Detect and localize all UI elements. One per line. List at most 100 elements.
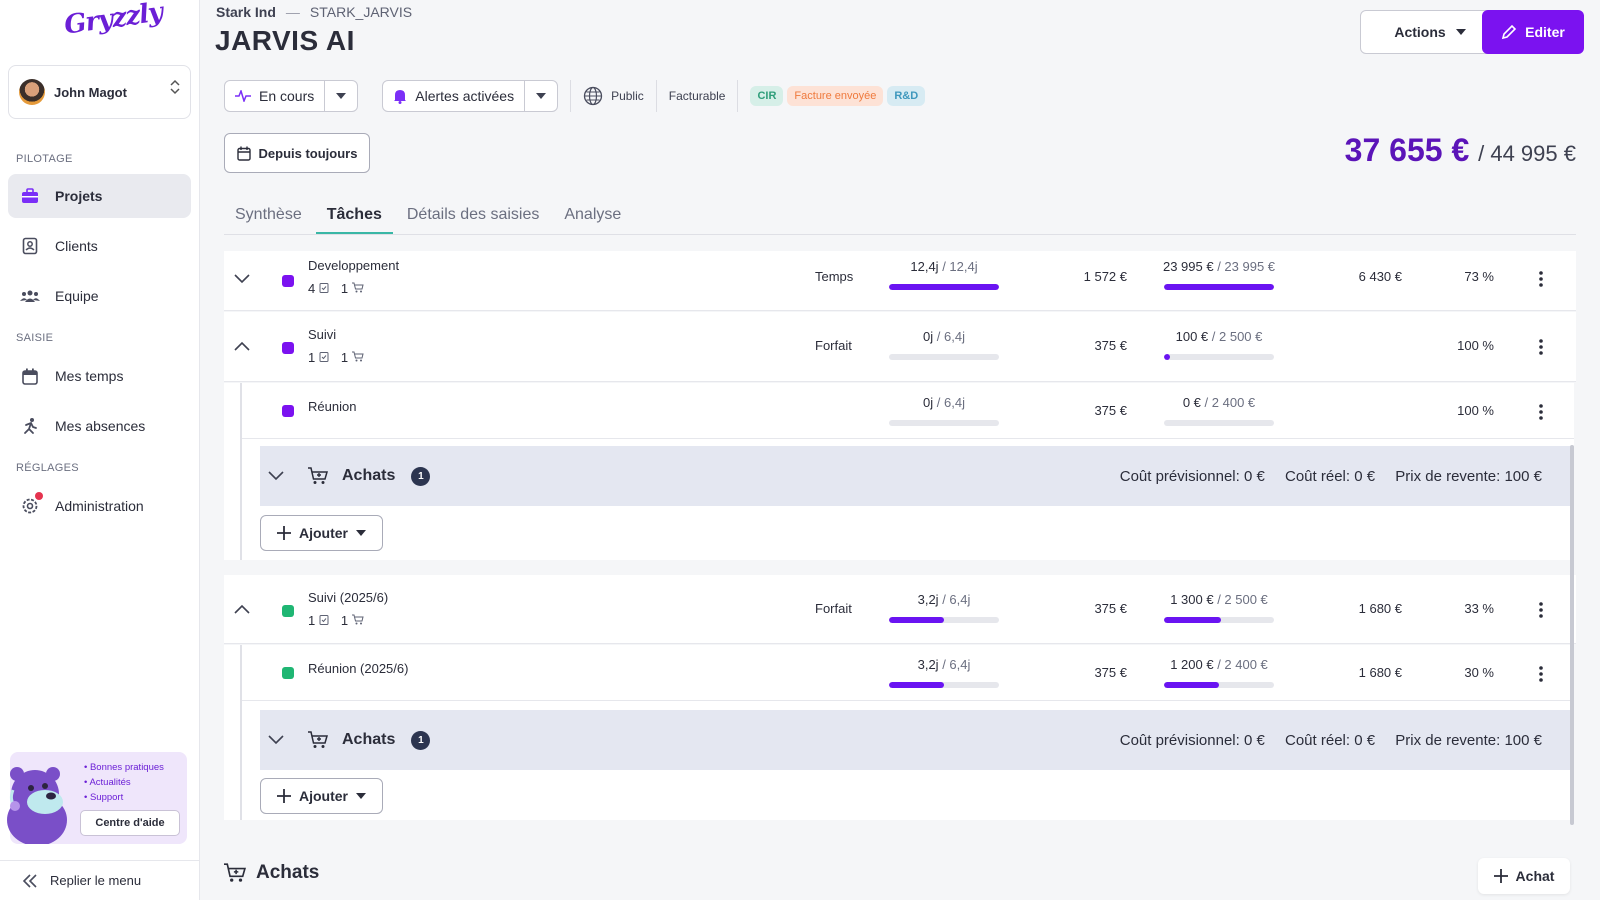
add-purchase-button[interactable]: Ajouter	[260, 778, 383, 814]
chevron-up-icon[interactable]	[232, 336, 252, 356]
actions-dropdown-button[interactable]: Actions	[1360, 10, 1500, 54]
purchases-label: Achats	[342, 467, 396, 484]
time-progress: 3,2j / 6,4j	[889, 657, 999, 688]
notification-dot	[35, 492, 43, 500]
tab-analyse[interactable]: Analyse	[564, 206, 622, 223]
more-options-icon[interactable]	[1531, 600, 1551, 620]
collapse-menu-button[interactable]: Replier le menu	[0, 860, 200, 900]
rate: 375 €	[1094, 338, 1127, 353]
contact-card-icon	[20, 236, 40, 256]
caret-down-icon	[356, 793, 366, 799]
subtask-count: 4	[308, 281, 329, 296]
date-range-button[interactable]: Depuis toujours	[224, 133, 370, 173]
task-name[interactable]: Réunion (2025/6)	[308, 661, 409, 676]
breadcrumb-company[interactable]: Stark Ind	[216, 4, 276, 20]
cost-progress-bar	[1164, 420, 1274, 426]
purchases-count-badge: 1	[411, 466, 431, 486]
tab-taches[interactable]: Tâches	[315, 198, 393, 234]
time-progress-bar	[889, 617, 999, 623]
add-achat-button[interactable]: Achat	[1478, 858, 1570, 894]
more-options-icon[interactable]	[1531, 337, 1551, 357]
cost-total: / 2 500 €	[1217, 592, 1268, 607]
chevron-down-icon[interactable]	[268, 735, 284, 745]
task-row[interactable]: Suivi (2025/6) 1 1 Forfait 3,2j / 6,4j 3…	[224, 575, 1576, 644]
time-progress-bar	[889, 420, 999, 426]
sidebar-item-administration[interactable]: Administration	[8, 484, 191, 528]
sidebar-item-mes-absences[interactable]: Mes absences	[8, 404, 191, 448]
purchase-count: 1	[341, 281, 364, 296]
help-link-bonnes-pratiques[interactable]: • Bonnes pratiques	[84, 762, 164, 773]
chevron-down-icon[interactable]	[525, 93, 557, 99]
help-card: • Bonnes pratiques • Actualités • Suppor…	[7, 752, 187, 844]
task-row[interactable]: Developpement 4 1 Temps 12,4j / 12,4j 1 …	[224, 251, 1576, 311]
purchases-label: Achats	[342, 731, 396, 748]
cost-done: 100 €	[1175, 329, 1209, 344]
resale-price: Prix de revente: 100 €	[1395, 467, 1542, 485]
status-dropdown[interactable]: En cours	[224, 80, 359, 112]
margin: 1 680 €	[1358, 601, 1402, 616]
sidebar-item-mes-temps[interactable]: Mes temps	[8, 354, 191, 398]
subtask-row[interactable]: Réunion (2025/6) 3,2j / 6,4j 375 € 1 200…	[242, 645, 1574, 701]
app-logo[interactable]: Gryzzly	[62, 0, 165, 41]
scrollbar[interactable]	[1570, 445, 1574, 825]
chevron-down-icon[interactable]	[325, 93, 357, 99]
edit-button[interactable]: Editer	[1482, 10, 1584, 54]
task-row[interactable]: Suivi 1 1 Forfait 0j / 6,4j 375 € 100 € …	[224, 312, 1576, 382]
cost-progress-bar	[1164, 617, 1274, 623]
subtask-row[interactable]: Réunion 0j / 6,4j 375 € 0 € / 2 400 € 10…	[242, 383, 1574, 439]
task-name[interactable]: Suivi (2025/6)	[308, 590, 389, 605]
sidebar-item-equipe[interactable]: Equipe	[8, 274, 191, 318]
percent: 33 %	[1464, 601, 1494, 616]
subtask-count: 1	[308, 613, 329, 628]
bear-mascot-icon	[7, 767, 67, 844]
purchases-costs: Coût prévisionnel: 0 € Coût réel: 0 € Pr…	[1104, 732, 1542, 749]
divider	[570, 80, 572, 112]
tab-synthese[interactable]: Synthèse	[235, 206, 302, 223]
chevron-up-icon[interactable]	[232, 599, 252, 619]
cost-forecast: Coût prévisionnel: 0 €	[1119, 731, 1265, 749]
sidebar-item-clients[interactable]: Clients	[8, 224, 191, 268]
status-dropdown-main[interactable]: En cours	[225, 81, 326, 111]
pencil-icon	[1502, 24, 1517, 40]
chevron-down-icon[interactable]	[268, 471, 284, 481]
percent: 30 %	[1464, 665, 1494, 680]
cost-total: / 23 995 €	[1217, 259, 1276, 274]
tag-facture-envoyee: Facture envoyée	[787, 86, 884, 106]
bell-icon	[394, 89, 407, 104]
add-purchase-button[interactable]: Ajouter	[260, 515, 383, 551]
task-name[interactable]: Réunion	[308, 399, 357, 414]
more-options-icon[interactable]	[1531, 269, 1551, 289]
edit-label: Editer	[1525, 24, 1565, 40]
more-options-icon[interactable]	[1531, 664, 1551, 684]
more-options-icon[interactable]	[1531, 402, 1551, 422]
sidebar-item-label: Mes absences	[55, 418, 146, 434]
time-total: / 6,4j	[936, 329, 965, 344]
cart-icon	[308, 467, 328, 484]
help-links: • Bonnes pratiques • Actualités • Suppor…	[84, 760, 164, 805]
chevron-down-icon[interactable]	[232, 269, 252, 289]
breadcrumb-code: STARK_JARVIS	[309, 4, 413, 20]
time-progress-bar	[889, 284, 999, 290]
user-switcher[interactable]: John Magot	[8, 65, 191, 119]
task-name[interactable]: Suivi	[308, 327, 337, 342]
double-chevron-left-icon	[20, 871, 40, 891]
sidebar-item-projets[interactable]: Projets	[8, 174, 191, 218]
cost-progress: 1 200 € / 2 400 €	[1154, 657, 1284, 688]
cost-progress-bar	[1164, 284, 1274, 290]
help-center-button[interactable]: Centre d'aide	[80, 810, 180, 836]
cost-real: Coût réel: 0 €	[1285, 731, 1376, 749]
purchases-bar[interactable]: Achats 1 Coût prévisionnel: 0 € Coût rée…	[260, 446, 1574, 506]
help-link-support[interactable]: • Support	[84, 792, 124, 803]
task-name[interactable]: Developpement	[308, 258, 400, 273]
help-link-actualites[interactable]: • Actualités	[84, 777, 131, 788]
section-title-label: Achats	[256, 862, 320, 883]
task-color-marker	[282, 275, 294, 287]
alerts-dropdown-main[interactable]: Alertes activées	[383, 81, 526, 111]
alerts-dropdown[interactable]: Alertes activées	[382, 80, 559, 112]
tab-details-saisies[interactable]: Détails des saisies	[406, 206, 540, 223]
purchases-bar[interactable]: Achats 1 Coût prévisionnel: 0 € Coût rée…	[260, 710, 1574, 770]
divider	[737, 80, 739, 112]
purchases-count-badge: 1	[411, 730, 431, 750]
rate: 375 €	[1094, 601, 1127, 616]
collapse-menu-label: Replier le menu	[50, 873, 142, 888]
